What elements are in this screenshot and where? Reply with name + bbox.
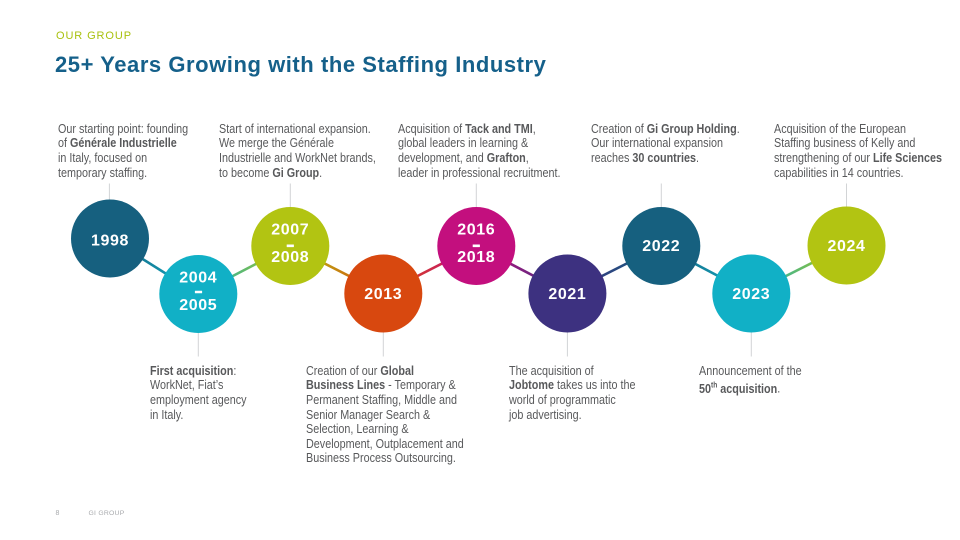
svg-text:2013: 2013 — [364, 286, 402, 303]
svg-text:2008: 2008 — [271, 249, 309, 266]
svg-text:2007: 2007 — [271, 222, 309, 239]
svg-text:2023: 2023 — [732, 286, 770, 303]
svg-text:2016: 2016 — [457, 222, 495, 239]
svg-text:2018: 2018 — [457, 249, 495, 266]
svg-text:2004: 2004 — [179, 270, 217, 287]
svg-text:2024: 2024 — [828, 238, 866, 255]
svg-text:2005: 2005 — [179, 297, 217, 314]
svg-text:2021: 2021 — [548, 286, 586, 303]
svg-text:1998: 1998 — [91, 233, 129, 250]
svg-text:2022: 2022 — [642, 238, 680, 255]
